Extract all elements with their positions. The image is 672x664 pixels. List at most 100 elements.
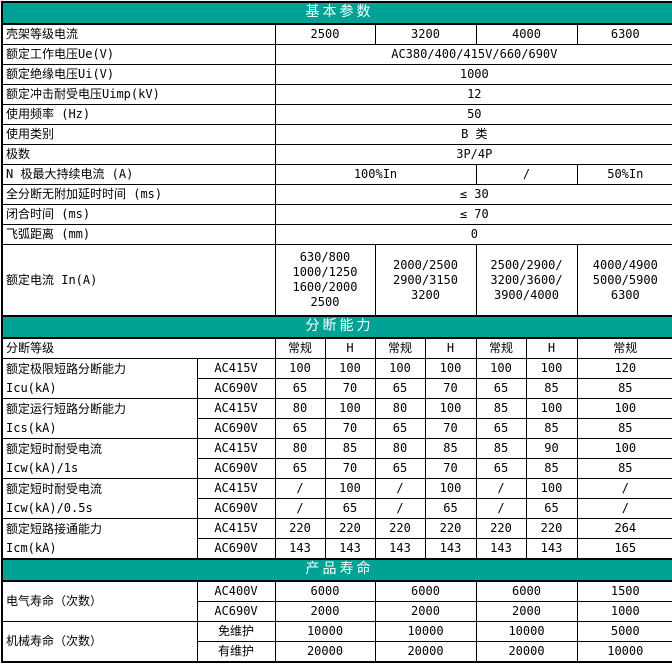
row-label-break-time: 全分断无附加延时时间 (ms) — [1, 184, 276, 205]
cell-category-value: B 类 — [274, 124, 672, 145]
cell-elec-690-2: 2000 — [374, 601, 477, 622]
grade-col-5: 常规 — [475, 337, 527, 359]
cell-icu-415-2: 100 — [324, 358, 376, 379]
row-label-electrical-life: 电气寿命（次数） — [1, 580, 198, 622]
row-label-frequency: 使用频率 (Hz) — [1, 104, 276, 125]
grade-col-3: 常规 — [374, 337, 426, 359]
cell-icw1s-690-2: 70 — [324, 458, 376, 479]
row-label-closing-time: 闭合时间 (ms) — [1, 204, 276, 225]
cell-ics-690-5: 65 — [475, 418, 527, 439]
cell-icm-690-5: 143 — [475, 538, 527, 560]
row-label-n-pole: N 极最大持续电流 (A) — [1, 164, 276, 185]
cell-icm-690-7: 165 — [576, 538, 672, 560]
cell-icu-690-2: 70 — [324, 378, 376, 399]
cell-icu-690-6: 85 — [525, 378, 578, 399]
cell-elec-690-3: 2000 — [475, 601, 578, 622]
sub-label-ics-415: AC415V — [196, 398, 276, 419]
cell-icw1s-415-4: 85 — [424, 438, 477, 459]
cell-icm-690-6: 143 — [525, 538, 578, 560]
cell-elec-400-4: 1500 — [576, 580, 672, 602]
row-label-poles: 极数 — [1, 144, 276, 165]
cell-ics-690-3: 65 — [374, 418, 426, 439]
cell-frame-6300: 6300 — [576, 23, 672, 45]
table-row-break-time: 全分断无附加延时时间 (ms) ≤ 30 — [1, 184, 672, 205]
cell-frame-4000: 4000 — [475, 23, 578, 45]
section-title-basic: 基本参数 — [1, 1, 672, 25]
table-row-icu-415: 额定极限短路分断能力 Icu(kA) AC415V 100 100 100 10… — [1, 358, 672, 399]
section-header-life: 产品寿命 — [1, 558, 672, 582]
grade-col-4: H — [424, 337, 477, 359]
sub-label-ics-690: AC690V — [196, 418, 276, 439]
cell-elec-400-2: 6000 — [374, 580, 477, 602]
cell-elec-690-1: 2000 — [274, 601, 376, 622]
cell-mech-free-2: 10000 — [374, 621, 477, 642]
cell-icw1s-690-1: 65 — [274, 458, 326, 479]
cell-icw1s-415-7: 100 — [576, 438, 672, 459]
cell-icu-690-5: 65 — [475, 378, 527, 399]
cell-icu-415-5: 100 — [475, 358, 527, 379]
table-row-icw05s-690: AC690V / 65 / 65 / 65 / — [2, 498, 672, 519]
table-row-arc-distance: 飞弧距离 (mm) 0 — [1, 224, 672, 245]
cell-icw1s-415-1: 80 — [274, 438, 326, 459]
cell-ics-415-1: 80 — [274, 398, 326, 419]
row-label-ics-line2: Ics(kA) — [6, 420, 57, 435]
cell-ics-415-4: 100 — [424, 398, 477, 419]
cell-icw1s-415-6: 90 — [525, 438, 578, 459]
cell-ics-690-1: 65 — [274, 418, 326, 439]
cell-icw05s-415-5: / — [475, 478, 527, 499]
cell-ics-690-7: 85 — [576, 418, 672, 439]
row-label-icm: 额定短路接通能力 Icm(kA) — [1, 518, 198, 560]
cell-mech-free-4: 5000 — [576, 621, 672, 642]
cell-icw05s-415-7: / — [576, 478, 672, 499]
table-row-frequency: 使用频率 (Hz) 50 — [1, 104, 672, 125]
sub-label-electrical-690: AC690V — [196, 601, 276, 622]
cell-ui-value: 1000 — [274, 64, 672, 85]
table-row-grade: 分断等级 常规 H 常规 H 常规 H 常规 — [1, 337, 672, 359]
sub-label-icw1s-690: AC690V — [196, 458, 276, 479]
row-label-ui: 额定绝缘电压Ui(V) — [1, 64, 276, 85]
table-row-closing-time: 闭合时间 (ms) ≤ 70 — [1, 204, 672, 225]
row-label-category: 使用类别 — [1, 124, 276, 145]
cell-icm-415-2: 220 — [324, 518, 376, 539]
cell-ics-415-6: 100 — [525, 398, 578, 419]
cell-icw1s-415-3: 80 — [374, 438, 426, 459]
sub-label-icu-690: AC690V — [196, 378, 276, 399]
sub-label-icw05s-690: AC690V — [196, 498, 276, 519]
cell-icw05s-415-3: / — [374, 478, 426, 499]
cell-icm-415-1: 220 — [274, 518, 326, 539]
cell-icu-415-1: 100 — [274, 358, 326, 379]
cell-icu-415-6: 100 — [525, 358, 578, 379]
row-label-arc-distance: 飞弧距离 (mm) — [1, 224, 276, 245]
grade-col-7: 常规 — [576, 337, 672, 359]
cell-mech-free-1: 10000 — [274, 621, 376, 642]
cell-ics-415-5: 85 — [475, 398, 527, 419]
cell-icm-415-6: 220 — [525, 518, 578, 539]
sub-label-electrical-400: AC400V — [196, 580, 276, 602]
row-label-icu-line2: Icu(kA) — [6, 380, 57, 395]
cell-icw05s-690-2: 65 — [324, 498, 376, 519]
cell-elec-400-3: 6000 — [475, 580, 578, 602]
cell-poles-value: 3P/4P — [274, 144, 672, 165]
grade-col-2: H — [324, 337, 376, 359]
cell-icw05s-690-4: 65 — [424, 498, 477, 519]
row-label-uimp: 额定冲击耐受电压Uimp(kV) — [1, 84, 276, 105]
cell-icu-415-4: 100 — [424, 358, 477, 379]
cell-icw05s-415-1: / — [274, 478, 326, 499]
row-label-frame-current: 壳架等级电流 — [1, 23, 276, 45]
sub-label-icu-415: AC415V — [196, 358, 276, 379]
row-label-ics-line1: 额定运行短路分断能力 — [6, 401, 127, 416]
table-row-electrical-life-400: 电气寿命（次数） AC400V 6000 6000 6000 1500 — [1, 580, 672, 622]
cell-icm-415-5: 220 — [475, 518, 527, 539]
cell-break-time-value: ≤ 30 — [274, 184, 672, 205]
cell-icw1s-690-6: 85 — [525, 458, 578, 479]
cell-ics-415-7: 100 — [576, 398, 672, 419]
cell-mech-with-4: 10000 — [576, 641, 672, 663]
cell-frame-2500: 2500 — [274, 23, 376, 45]
cell-icm-690-1: 143 — [274, 538, 326, 560]
table-row-icu-690: AC690V 65 70 65 70 65 85 85 — [2, 378, 672, 399]
cell-icm-415-3: 220 — [374, 518, 426, 539]
cell-icw05s-690-1: / — [274, 498, 326, 519]
row-label-icm-line1: 额定短路接通能力 — [6, 521, 103, 536]
row-label-icw1s: 额定短时耐受电流 Icw(kA)/1s — [1, 438, 198, 479]
